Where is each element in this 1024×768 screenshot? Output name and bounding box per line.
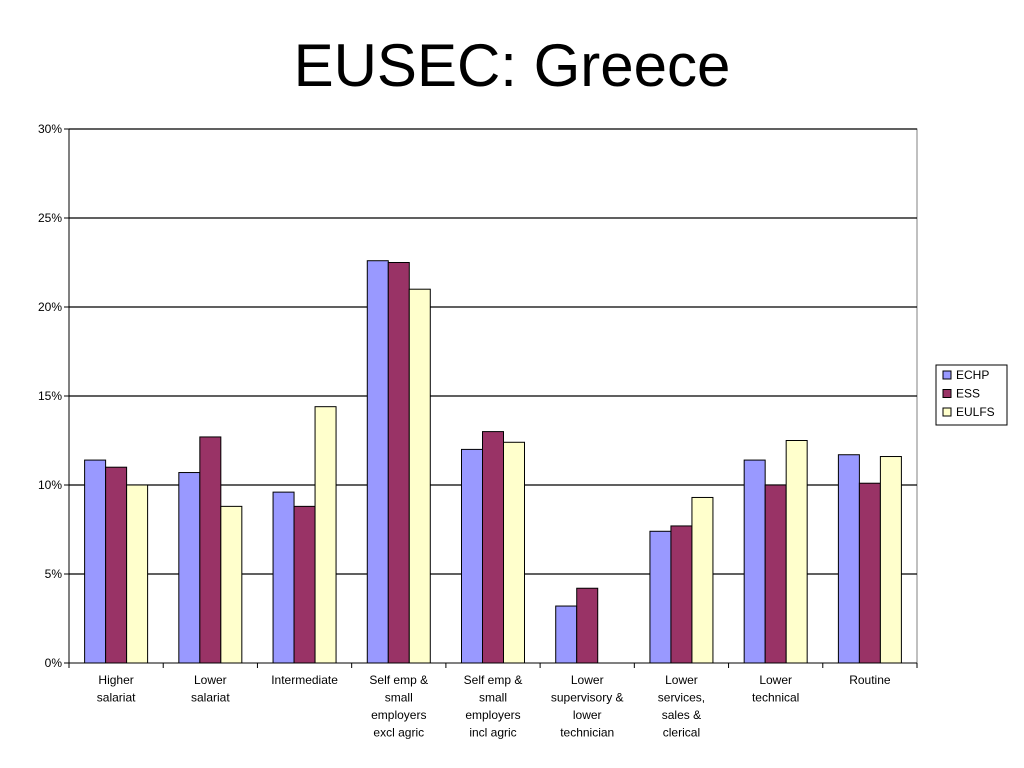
x-category-label-line: Routine bbox=[849, 673, 891, 687]
x-category-label: Lower supervisory & lower technician bbox=[551, 673, 624, 740]
x-category-label-line: sales & bbox=[662, 708, 701, 722]
x-category-label-line: Lower bbox=[194, 673, 227, 687]
x-category-label: Self emp & small employers incl agric bbox=[464, 673, 523, 740]
y-tick-labels: 0% 5% 10% 15% 20% 25% 30% bbox=[38, 122, 62, 670]
bar-echp-8 bbox=[837, 454, 860, 664]
x-category-label-line: clerical bbox=[663, 726, 700, 740]
x-category-label-line: Higher bbox=[98, 673, 133, 687]
x-category-label-line: services, bbox=[658, 691, 705, 705]
x-category-label-line: Self emp & bbox=[464, 673, 523, 687]
x-category-label-line: Lower bbox=[759, 673, 792, 687]
bar-eulfs-3 bbox=[408, 288, 431, 664]
x-category-label-line: small bbox=[479, 691, 507, 705]
x-category-label-line: salariat bbox=[97, 691, 136, 705]
bar-ess-0 bbox=[105, 466, 128, 664]
bar-eulfs-1 bbox=[220, 505, 243, 664]
bar-echp-0 bbox=[84, 459, 107, 664]
y-tick-label: 25% bbox=[38, 211, 62, 225]
x-category-label-line: Lower bbox=[571, 673, 604, 687]
legend-swatch-ess bbox=[942, 389, 952, 398]
bar-eulfs-7 bbox=[785, 440, 808, 664]
bar-ess-8 bbox=[858, 482, 881, 664]
x-category-label-line: supervisory & bbox=[551, 691, 624, 705]
x-category-label-line: excl agric bbox=[373, 726, 424, 740]
x-category-label-line: technical bbox=[752, 691, 799, 705]
x-category-label: Intermediate bbox=[271, 673, 338, 687]
x-tick-labels: Higher salariat Lower salariat Intermediate S… bbox=[97, 673, 891, 740]
x-category-label: Self emp & small employers excl agric bbox=[369, 673, 428, 740]
bar-echp-4 bbox=[461, 448, 483, 664]
x-category-label: Lower salariat bbox=[191, 673, 230, 705]
x-category-label-line: incl agric bbox=[469, 726, 516, 740]
x-category-label: Higher salariat bbox=[97, 673, 136, 705]
y-tick-label: 20% bbox=[38, 300, 62, 314]
bar-echp-5 bbox=[555, 605, 578, 664]
x-category-label: Lower technical bbox=[752, 673, 799, 705]
legend: ECHP ESS EULFS bbox=[935, 364, 1008, 426]
y-tick-label: 15% bbox=[38, 389, 62, 403]
bar-ess-3 bbox=[387, 262, 410, 664]
x-category-label-line: Lower bbox=[665, 673, 698, 687]
bars bbox=[84, 260, 902, 664]
y-tick-label: 10% bbox=[38, 478, 62, 492]
legend-swatch-echp bbox=[942, 370, 952, 380]
x-category-label: Routine bbox=[849, 673, 891, 687]
bar-echp-1 bbox=[178, 472, 201, 664]
bar-echp-3 bbox=[366, 260, 389, 664]
x-category-label-line: Intermediate bbox=[271, 673, 338, 687]
x-category-label-line: salariat bbox=[191, 691, 230, 705]
y-tick-label: 0% bbox=[45, 656, 63, 670]
y-tick-label: 5% bbox=[45, 567, 63, 581]
x-category-label-line: Self emp & bbox=[369, 673, 428, 687]
bar-echp-7 bbox=[743, 459, 766, 664]
bar-eulfs-8 bbox=[879, 456, 902, 664]
bar-ess-2 bbox=[293, 505, 316, 664]
legend-label-eulfs: EULFS bbox=[956, 405, 995, 419]
x-category-label-line: employers bbox=[465, 708, 520, 722]
bar-eulfs-0 bbox=[126, 484, 149, 664]
bar-ess-1 bbox=[199, 436, 222, 664]
bar-eulfs-2 bbox=[314, 406, 337, 664]
bar-ess-4 bbox=[482, 431, 504, 664]
legend-swatch-eulfs bbox=[942, 407, 952, 417]
bar-ess-6 bbox=[670, 525, 693, 664]
x-category-label-line: small bbox=[385, 691, 413, 705]
bar-ess-5 bbox=[576, 587, 599, 664]
legend-label-echp: ECHP bbox=[956, 368, 989, 382]
x-category-label-line: employers bbox=[371, 708, 426, 722]
bar-eulfs-4 bbox=[503, 441, 525, 664]
x-category-label-line: lower bbox=[573, 708, 602, 722]
bar-echp-2 bbox=[272, 491, 295, 664]
x-category-label: Lower services, sales & clerical bbox=[658, 673, 705, 740]
bar-eulfs-6 bbox=[691, 496, 714, 664]
bar-ess-7 bbox=[764, 484, 787, 664]
legend-label-ess: ESS bbox=[956, 387, 980, 401]
slide-title: EUSEC: Greece bbox=[293, 32, 731, 99]
axes bbox=[64, 128, 918, 668]
y-tick-label: 30% bbox=[38, 122, 62, 136]
bar-echp-6 bbox=[649, 530, 672, 664]
x-category-label-line: technician bbox=[560, 726, 614, 740]
